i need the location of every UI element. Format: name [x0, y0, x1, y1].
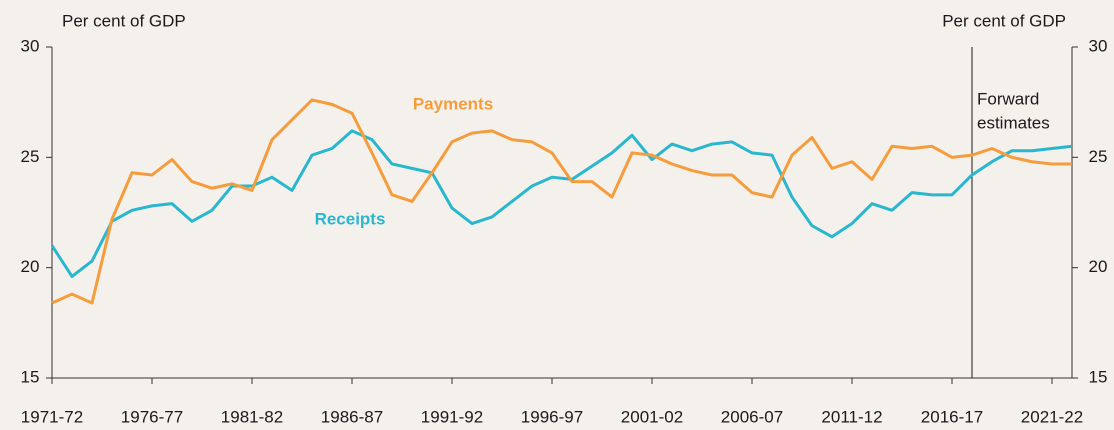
y2-tick-label: 20 — [1089, 257, 1108, 276]
x-tick-label: 2011-12 — [821, 407, 882, 426]
x-tick-label: 1981-82 — [221, 407, 283, 426]
y-tick-label: 15 — [21, 367, 40, 386]
x-tick-label: 2016-17 — [921, 407, 983, 426]
forward-estimates-label: Forward — [977, 89, 1039, 108]
series-label: Payments — [413, 94, 493, 113]
y-tick-label: 25 — [21, 147, 40, 166]
y-tick-label: 30 — [21, 36, 40, 55]
x-tick-label: 2006-07 — [721, 407, 783, 426]
series-line — [50, 129, 1073, 278]
y-axis-label: Per cent of GDP — [62, 11, 186, 30]
y2-axis-label: Per cent of GDP — [942, 11, 1066, 30]
x-tick-label: 1991-92 — [421, 407, 483, 426]
y2-tick-label: 25 — [1089, 147, 1108, 166]
y-tick-label: 20 — [21, 257, 40, 276]
series-label: Receipts — [315, 209, 386, 228]
x-tick-label: 2021-22 — [1021, 407, 1083, 426]
series-line — [51, 98, 1072, 305]
x-tick-label: 1976-77 — [121, 407, 183, 426]
forward-estimates-label: estimates — [977, 113, 1050, 132]
y2-tick-label: 15 — [1089, 367, 1108, 386]
x-tick-label: 1971-72 — [21, 407, 83, 426]
x-tick-label: 1986-87 — [321, 407, 383, 426]
x-tick-label: 1996-97 — [521, 407, 583, 426]
x-tick-label: 2001-02 — [621, 407, 683, 426]
y2-tick-label: 30 — [1089, 36, 1108, 55]
